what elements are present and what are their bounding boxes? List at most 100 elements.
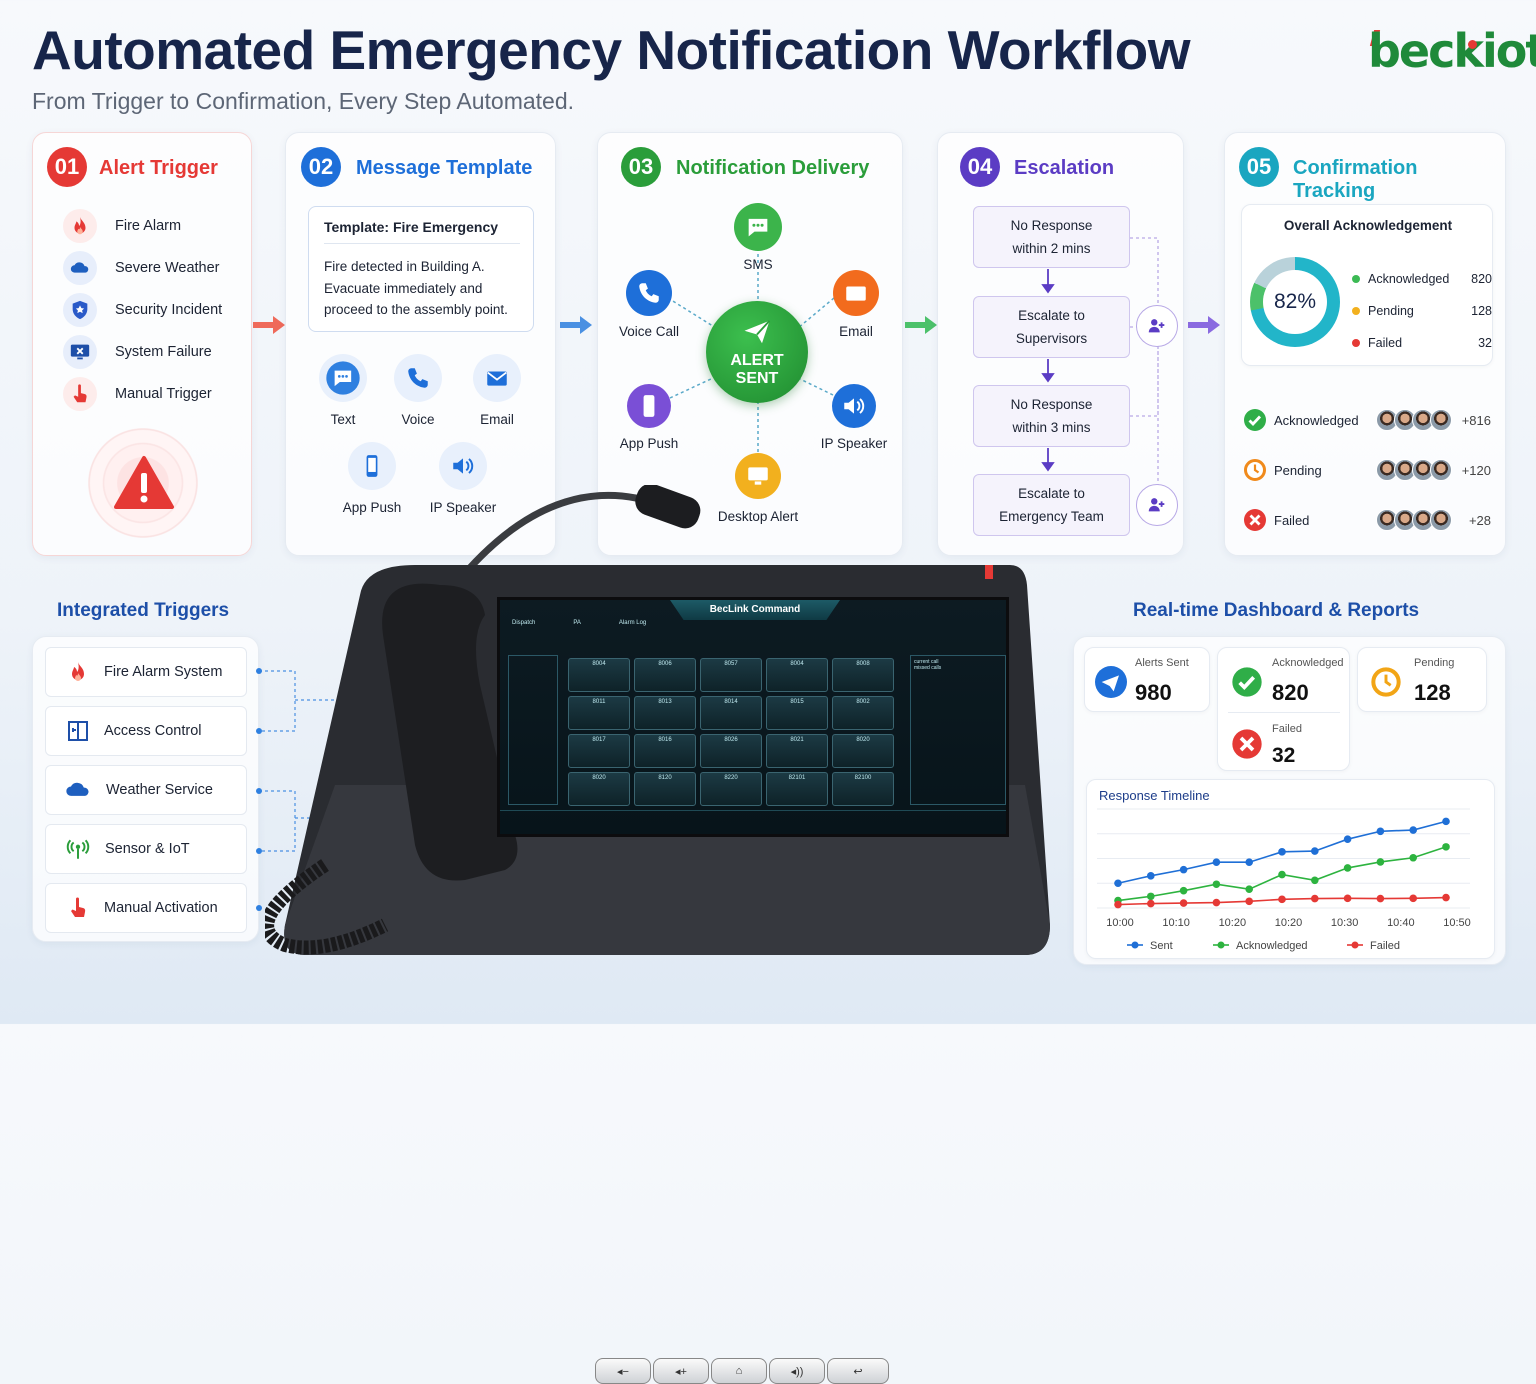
extension-tile[interactable]: 8006: [634, 658, 696, 692]
step-title: Confirmation Tracking: [1293, 157, 1418, 202]
chat-icon: [319, 354, 367, 402]
screen-tab-dispatch[interactable]: Dispatch: [512, 620, 536, 626]
extension-tile[interactable]: 8002: [832, 696, 894, 730]
extension-tile[interactable]: 8004: [766, 658, 828, 692]
data-point-sent: [1442, 817, 1450, 826]
emergency-team-group-icon: [1136, 484, 1178, 526]
trigger-item-fire-alarm[interactable]: Fire Alarm: [63, 205, 222, 247]
integrated-triggers-panel: Fire Alarm System Access Control Weather…: [32, 636, 259, 942]
phone-key-volume-down[interactable]: ◂−: [595, 1358, 651, 1384]
status-row-pending[interactable]: Pending +120: [1243, 445, 1491, 495]
trigger-item-severe-weather[interactable]: Severe Weather: [63, 247, 222, 289]
extension-tile[interactable]: 8017: [568, 734, 630, 768]
stat-card-pending[interactable]: Pending 128: [1357, 647, 1487, 712]
data-point-acknowledged: [1343, 864, 1352, 872]
phone-key-back[interactable]: ↩: [827, 1358, 889, 1384]
delivery-voice-call[interactable]: Voice Call: [614, 270, 684, 339]
x-tick-label: 10:10: [1162, 917, 1190, 929]
extension-tile[interactable]: 8014: [700, 696, 762, 730]
extension-tile[interactable]: 8020: [832, 734, 894, 768]
phone-key-volume-up[interactable]: ◂+: [653, 1358, 709, 1384]
phone-screen[interactable]: BecLink Command Dispatch PA Alarm Log curr…: [497, 597, 1009, 837]
delivery-email[interactable]: Email: [821, 270, 891, 339]
extension-tile[interactable]: 8220: [700, 772, 762, 806]
escalation-box[interactable]: No Response within 3 mins: [973, 385, 1130, 447]
legend-label-sent: Sent: [1150, 940, 1173, 952]
escalation-box[interactable]: Escalate to Supervisors: [973, 296, 1130, 358]
page-subtitle: From Trigger to Confirmation, Every Step…: [32, 88, 575, 114]
channel-text[interactable]: Text: [319, 354, 367, 427]
data-point-failed: [1442, 893, 1450, 902]
screen-side-panel: current call missed calls: [910, 655, 1006, 805]
data-point-sent: [1376, 827, 1385, 836]
integration-sensor-iot[interactable]: Sensor & IoT: [45, 824, 247, 874]
delivery-ip-speaker[interactable]: IP Speaker: [819, 384, 889, 451]
desktop-icon: [735, 453, 781, 499]
extension-tile[interactable]: 82100: [832, 772, 894, 806]
channel-label: Voice Call: [618, 324, 680, 339]
phone-key-home[interactable]: ⌂: [711, 1358, 767, 1384]
channel-label: App Push: [619, 436, 679, 451]
data-point-acknowledged: [1212, 880, 1221, 889]
extension-tile[interactable]: 8008: [832, 658, 894, 692]
channel-ip-speaker[interactable]: IP Speaker: [430, 442, 496, 515]
escalation-box[interactable]: Escalate to Emergency Team: [973, 474, 1130, 536]
trigger-item-system-failure[interactable]: System Failure: [63, 331, 222, 373]
stat-card-ack-failed[interactable]: Acknowledged 820 Failed 32: [1217, 647, 1350, 771]
channel-voice[interactable]: Voice: [394, 354, 442, 427]
status-row-failed[interactable]: Failed +28: [1243, 495, 1491, 545]
data-point-sent: [1409, 826, 1417, 834]
smartphone-icon: [348, 442, 396, 490]
phone-key-speaker[interactable]: ◂)): [769, 1358, 825, 1384]
data-point-acknowledged: [1376, 858, 1385, 866]
data-point-sent: [1179, 865, 1188, 874]
data-point-failed: [1114, 900, 1122, 909]
integration-access-control[interactable]: Access Control: [45, 706, 247, 756]
flow-arrow-icon: [560, 316, 592, 334]
check-circle-icon: [1243, 408, 1267, 432]
extension-tile[interactable]: 8013: [634, 696, 696, 730]
extension-tile[interactable]: 8004: [568, 658, 630, 692]
channel-app-push[interactable]: App Push: [343, 442, 401, 515]
delivery-sms[interactable]: SMS: [733, 203, 783, 272]
stat-value: 128: [1414, 680, 1451, 705]
template-card[interactable]: Template: Fire Emergency Fire detected i…: [308, 206, 534, 332]
page-title: Automated Emergency Notification Workflo…: [32, 19, 1191, 81]
trigger-label: Fire Alarm: [115, 218, 182, 234]
delivery-desktop-alert[interactable]: Desktop Alert: [708, 453, 808, 524]
extension-tile[interactable]: 8021: [766, 734, 828, 768]
extension-tile[interactable]: 8020: [568, 772, 630, 806]
ack-percent: 82%: [1273, 290, 1317, 313]
extension-tile[interactable]: 8015: [766, 696, 828, 730]
channel-email[interactable]: Email: [473, 354, 521, 427]
data-point-failed: [1278, 895, 1286, 904]
integration-fire-alarm-system[interactable]: Fire Alarm System: [45, 647, 247, 697]
paper-plane-icon: [742, 317, 772, 347]
screen-tab-alarm-log[interactable]: Alarm Log: [618, 620, 647, 626]
extension-tile[interactable]: 8011: [568, 696, 630, 730]
step-escalation-panel: 04 Escalation No Response within 2 mins …: [937, 132, 1184, 556]
delivery-app-push[interactable]: App Push: [614, 384, 684, 451]
integration-manual-activation[interactable]: Manual Activation: [45, 883, 247, 933]
trigger-item-security-incident[interactable]: Security Incident: [63, 289, 222, 331]
x-tick-label: 10:20: [1219, 917, 1247, 929]
x-tick-label: 10:20: [1275, 917, 1303, 929]
extension-tile[interactable]: 8120: [634, 772, 696, 806]
integration-weather-service[interactable]: Weather Service: [45, 765, 247, 815]
cloud-icon: [64, 776, 92, 804]
status-row-acknowledged[interactable]: Acknowledged +816: [1243, 395, 1491, 445]
avatar-group: [1376, 509, 1452, 531]
extension-tile[interactable]: 82101: [766, 772, 828, 806]
extension-tile[interactable]: 8026: [700, 734, 762, 768]
screen-tab-pa[interactable]: PA: [573, 620, 581, 626]
avatar-group: [1376, 459, 1452, 481]
data-point-sent: [1114, 879, 1122, 888]
extension-tile[interactable]: 8016: [634, 734, 696, 768]
data-point-acknowledged: [1311, 876, 1319, 885]
trigger-item-manual-trigger[interactable]: Manual Trigger: [63, 373, 222, 415]
data-point-acknowledged: [1147, 892, 1155, 901]
stat-card-alerts-sent[interactable]: Alerts Sent 980: [1084, 647, 1210, 712]
extension-tile[interactable]: 8057: [700, 658, 762, 692]
escalation-box[interactable]: No Response within 2 mins: [973, 206, 1130, 268]
template-heading: Template: Fire Emergency: [324, 219, 499, 235]
